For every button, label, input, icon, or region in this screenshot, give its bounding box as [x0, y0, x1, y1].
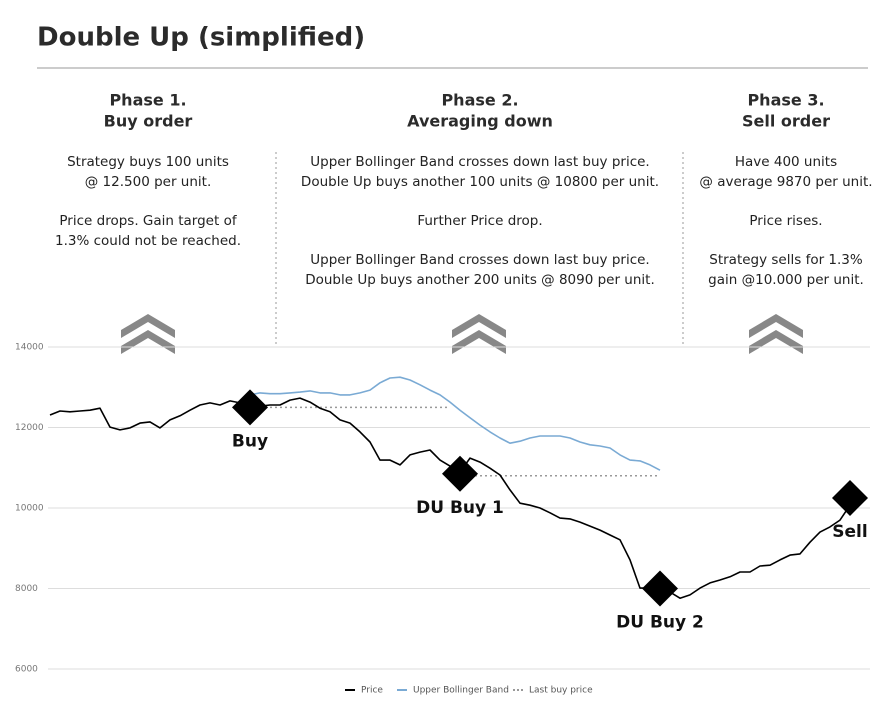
phase-text: Price drops. Gain target of	[59, 213, 237, 229]
phase-text: 1.3% could not be reached.	[55, 233, 241, 249]
phase-title: Phase 3.	[747, 91, 824, 110]
chevron-icon	[121, 314, 175, 354]
y-tick-label: 14000	[15, 343, 44, 353]
phase-title: Sell order	[742, 112, 830, 131]
phase-text: Upper Bollinger Band crosses down last b…	[310, 252, 649, 268]
phase-text: Have 400 units	[735, 154, 837, 170]
marker-label: Buy	[232, 431, 268, 451]
trade-marker	[642, 570, 678, 607]
page-title: Double Up (simplified)	[37, 23, 365, 53]
legend-label: Last buy price	[529, 686, 593, 696]
chevron-icon	[749, 314, 803, 354]
y-tick-label: 10000	[15, 504, 44, 514]
phase-text: Price rises.	[749, 213, 822, 229]
phase-text: Strategy buys 100 units	[67, 154, 229, 170]
marker-label: DU Buy 1	[416, 498, 504, 518]
marker-label: DU Buy 2	[616, 613, 704, 633]
phase-text: Double Up buys another 100 units @ 10800…	[301, 174, 659, 190]
phase-text: Further Price drop.	[417, 213, 542, 229]
trade-marker	[442, 455, 478, 492]
phase-title: Phase 1.	[109, 91, 186, 110]
legend-label: Upper Bollinger Band	[413, 686, 509, 696]
y-tick-label: 8000	[15, 584, 38, 594]
legend-label: Price	[361, 686, 383, 696]
series-line	[250, 406, 660, 477]
series-line	[249, 376, 661, 471]
y-tick-label: 12000	[15, 423, 44, 433]
chevron-icon	[452, 314, 506, 354]
phase-text: @ 12.500 per unit.	[85, 174, 211, 190]
phase-title: Phase 2.	[441, 91, 518, 110]
phase-text: Double Up buys another 200 units @ 8090 …	[305, 272, 655, 288]
phase-text: @ average 9870 per unit.	[699, 174, 872, 190]
phase-text: Strategy sells for 1.3%	[709, 252, 863, 268]
trade-marker	[232, 389, 268, 426]
marker-label: Sell	[832, 522, 867, 542]
phase-text: Upper Bollinger Band crosses down last b…	[310, 154, 649, 170]
phase-title: Buy order	[104, 112, 193, 131]
trade-marker	[832, 479, 868, 516]
phase-title: Averaging down	[407, 112, 553, 131]
y-tick-label: 6000	[15, 665, 38, 675]
phase-text: gain @10.000 per unit.	[708, 272, 864, 288]
